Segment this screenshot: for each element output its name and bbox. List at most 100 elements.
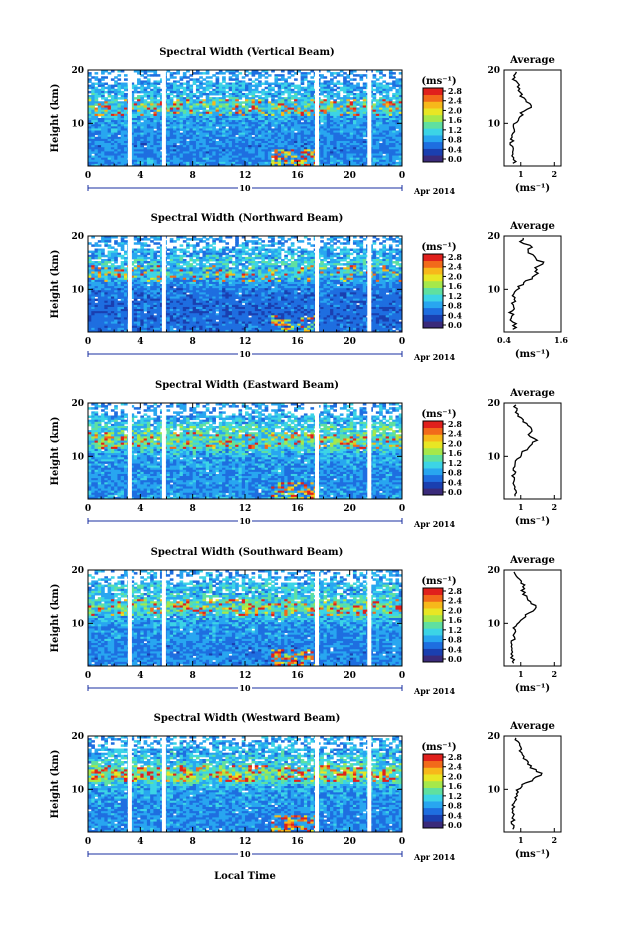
heatmap-cell bbox=[156, 242, 161, 245]
heatmap-cell bbox=[248, 248, 252, 252]
heatmap-cell bbox=[294, 153, 298, 156]
heatmap-cell bbox=[222, 134, 226, 138]
heatmap-cell bbox=[359, 74, 364, 77]
heatmap-cell bbox=[153, 159, 158, 163]
heatmap-cell bbox=[264, 138, 269, 142]
heatmap-cell bbox=[130, 145, 135, 148]
heatmap-cell bbox=[330, 115, 334, 119]
heatmap-cell bbox=[372, 242, 377, 245]
heatmap-cell bbox=[388, 157, 393, 161]
heatmap-cell bbox=[330, 130, 334, 134]
heatmap-cell bbox=[388, 99, 393, 102]
heatmap-cell bbox=[186, 118, 190, 121]
heatmap-cell bbox=[330, 118, 334, 121]
heatmap-cell bbox=[352, 70, 357, 73]
heatmap-cell bbox=[146, 263, 151, 266]
heatmap-cell bbox=[222, 246, 226, 249]
heatmap-cell bbox=[264, 99, 269, 102]
heatmap-cell bbox=[212, 115, 216, 119]
heatmap-cell bbox=[205, 120, 210, 123]
heatmap-cell bbox=[176, 88, 180, 92]
heatmap-cell bbox=[231, 70, 236, 73]
heatmap-cell bbox=[352, 145, 357, 148]
heatmap-cell bbox=[251, 147, 256, 150]
heatmap-cell bbox=[202, 136, 207, 140]
heatmap-cell bbox=[150, 236, 154, 239]
heatmap-cell bbox=[245, 111, 249, 115]
heatmap-cell bbox=[189, 113, 194, 117]
heatmap-cell bbox=[110, 115, 115, 119]
heatmap-cell bbox=[123, 267, 128, 270]
heatmap-cell bbox=[222, 92, 226, 96]
heatmap-cell bbox=[205, 155, 210, 159]
heatmap-cell bbox=[284, 86, 288, 90]
heatmap-cell bbox=[133, 254, 138, 258]
heatmap-cell bbox=[264, 113, 269, 117]
heatmap-cell bbox=[362, 120, 367, 123]
heatmap-cell bbox=[104, 236, 109, 239]
heatmap-cell bbox=[150, 84, 154, 88]
heatmap-cell bbox=[91, 113, 95, 117]
heatmap-cell bbox=[267, 101, 272, 104]
heatmap-cell bbox=[215, 163, 220, 166]
heatmap-cell bbox=[346, 115, 351, 119]
heatmap-cell bbox=[343, 103, 347, 106]
heatmap-cell bbox=[94, 124, 99, 127]
heatmap-cell bbox=[284, 128, 288, 131]
heatmap-cell bbox=[388, 101, 393, 104]
heatmap-cell bbox=[202, 126, 207, 129]
heatmap-cell bbox=[287, 134, 292, 138]
heatmap-cell bbox=[349, 140, 354, 144]
heatmap-cell bbox=[303, 261, 308, 264]
heatmap-cell bbox=[91, 99, 95, 102]
heatmap-cell bbox=[173, 109, 177, 113]
heatmap-cell bbox=[326, 132, 331, 136]
heatmap-cell bbox=[137, 115, 141, 119]
heatmap-cell bbox=[202, 256, 207, 260]
heatmap-cell bbox=[385, 120, 390, 123]
heatmap-cell bbox=[91, 128, 95, 131]
heatmap-cell bbox=[107, 246, 112, 249]
heatmap-cell bbox=[107, 109, 112, 113]
heatmap-cell bbox=[356, 113, 360, 117]
heatmap-cell bbox=[117, 143, 122, 146]
heatmap-cell bbox=[248, 132, 252, 136]
heatmap-cell bbox=[398, 90, 402, 94]
heatmap-cell bbox=[228, 140, 233, 144]
heatmap-cell bbox=[284, 88, 288, 92]
heatmap-cell bbox=[169, 157, 174, 161]
heatmap-cell bbox=[388, 132, 393, 136]
heatmap-cell bbox=[140, 246, 144, 249]
heatmap-cell bbox=[225, 70, 230, 73]
heatmap-cell bbox=[222, 159, 226, 163]
heatmap-cell bbox=[97, 147, 102, 150]
heatmap-cell bbox=[173, 147, 177, 150]
heatmap-cell bbox=[189, 163, 194, 166]
heatmap-cell bbox=[303, 248, 308, 252]
heatmap-cell bbox=[290, 124, 295, 127]
heatmap-cell bbox=[261, 107, 266, 111]
heatmap-cell bbox=[120, 120, 125, 123]
heatmap-cell bbox=[159, 147, 164, 150]
heatmap-cell bbox=[323, 138, 328, 142]
heatmap-cell bbox=[218, 157, 223, 161]
heatmap-cell bbox=[179, 120, 184, 123]
heatmap-cell bbox=[235, 70, 239, 73]
heatmap-cell bbox=[310, 256, 315, 260]
heatmap-cell bbox=[209, 161, 213, 165]
heatmap-cell bbox=[336, 143, 341, 146]
heatmap-cell bbox=[339, 153, 344, 156]
heatmap-cell bbox=[228, 122, 233, 125]
heatmap-cell bbox=[146, 92, 151, 96]
heatmap-cell bbox=[343, 130, 347, 134]
heatmap-cell bbox=[120, 236, 125, 239]
heatmap-cell bbox=[215, 80, 220, 83]
heatmap-cell bbox=[356, 101, 360, 104]
heatmap-cell bbox=[356, 132, 360, 136]
heatmap-cell bbox=[258, 130, 262, 134]
heatmap-cell bbox=[336, 111, 341, 115]
heatmap-cell bbox=[88, 254, 92, 258]
heatmap-cell bbox=[375, 163, 380, 166]
heatmap-cell bbox=[235, 107, 239, 111]
heatmap-cell bbox=[258, 256, 262, 260]
